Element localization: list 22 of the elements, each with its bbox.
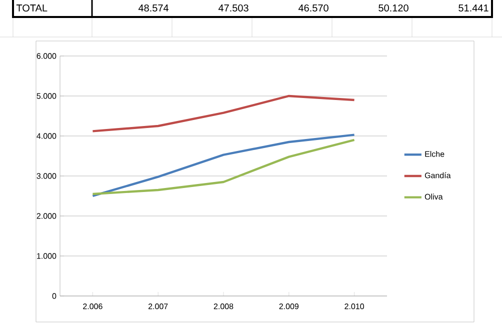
y-tick-label: 5.000 bbox=[36, 93, 56, 99]
y-tick-label: 3.000 bbox=[36, 173, 56, 179]
y-tick-label: 6.000 bbox=[36, 53, 56, 59]
x-tick-label: 2.007 bbox=[148, 304, 168, 310]
x-tick-label: 2.009 bbox=[279, 304, 299, 310]
y-tick-label: 4.000 bbox=[36, 133, 56, 139]
x-tick-label: 2.006 bbox=[83, 304, 102, 310]
y-tick-label: 2.000 bbox=[36, 213, 56, 219]
x-tick-label: 2.010 bbox=[344, 304, 364, 310]
legend-label: Oliva bbox=[424, 194, 443, 200]
text: 50.120 bbox=[378, 4, 408, 12]
text: 47.503 bbox=[218, 4, 248, 12]
legend-label: Gandía bbox=[424, 172, 451, 178]
line-series bbox=[92, 94, 356, 132]
x-tick-label: 2.008 bbox=[214, 304, 234, 310]
text: 51.441 bbox=[458, 4, 488, 12]
y-tick-label: 0 bbox=[52, 293, 56, 299]
text: 46.570 bbox=[298, 4, 328, 12]
text: 48.574 bbox=[138, 4, 169, 12]
legend-label: Elche bbox=[425, 150, 444, 157]
text: TOTAL bbox=[16, 4, 48, 12]
y-tick-label: 1.000 bbox=[37, 253, 56, 259]
